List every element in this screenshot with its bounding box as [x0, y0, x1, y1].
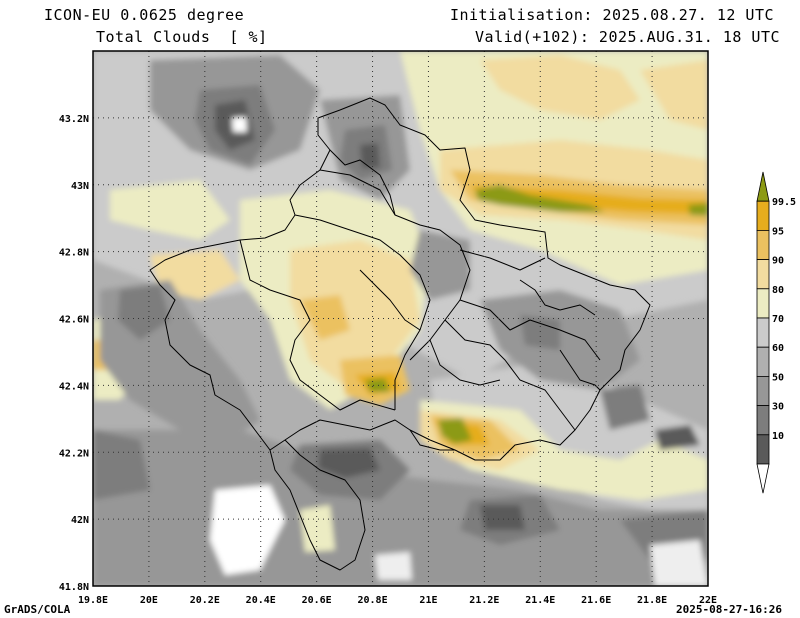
border-line [319, 169, 471, 361]
colorbar-segment [756, 375, 770, 406]
colorbar-segment [756, 288, 770, 319]
lon-tick-label: 22E [699, 595, 717, 606]
valid-time-text: Valid(+102): 2025.AUG.31. 18 UTC [475, 28, 780, 46]
grads-credit: GrADS/COLA [4, 603, 71, 616]
colorbar-segment [756, 317, 770, 348]
border-line [409, 429, 455, 451]
border-line [329, 149, 396, 216]
colorbar-label: 95 [772, 226, 784, 237]
colorbar-label: 80 [772, 285, 784, 296]
border-lines [149, 97, 651, 571]
colorbar-segment [756, 229, 770, 260]
border-line [239, 239, 396, 411]
border-line [294, 214, 431, 410]
lat-tick-label: 42.8N [59, 248, 89, 259]
lon-tick-label: 20.2E [190, 595, 220, 606]
colorbar-segment [756, 200, 770, 231]
border-line [429, 339, 501, 386]
lon-tick-label: 21.2E [469, 595, 499, 606]
plot-frame [92, 50, 709, 587]
lon-tick-label: 21.6E [581, 595, 611, 606]
colorbar-segment [756, 259, 770, 290]
colorbar-label: 60 [772, 343, 784, 354]
render-timestamp: 2025-08-27-16:26 [676, 603, 782, 616]
lat-tick-label: 41.8N [59, 582, 89, 593]
lon-tick-label: 21.4E [525, 595, 555, 606]
colorbar-label: 90 [772, 256, 784, 267]
colorbar-label: 99.5 [772, 197, 796, 208]
lon-tick-label: 20.8E [357, 595, 387, 606]
field-title: Total Clouds [ %] [96, 28, 268, 46]
border-line [359, 269, 421, 331]
colorbar-label: 10 [772, 431, 784, 442]
lat-lon-grid [93, 51, 708, 586]
latitude-labels: 43.2N 43N 42.8N 42.6N 42.4N 42.2N 42N 41.8N [59, 114, 89, 593]
border-line [444, 319, 576, 431]
model-title: ICON-EU 0.0625 degree [44, 6, 245, 24]
lon-tick-label: 20.4E [246, 595, 276, 606]
colorbar-segment [756, 434, 770, 465]
cloud-field [93, 51, 708, 586]
lon-tick-label: 20E [140, 595, 158, 606]
lat-tick-label: 42.4N [59, 381, 89, 392]
outer-border [149, 97, 651, 461]
longitude-labels: 19.8E 20E 20.2E 20.4E 20.6E 20.8E 21E 21.2E 21.4… [78, 595, 717, 606]
border-line [519, 279, 596, 316]
lat-tick-label: 42N [71, 515, 89, 526]
border-line [269, 439, 366, 571]
lon-tick-label: 20.6E [302, 595, 332, 606]
lat-tick-label: 42.6N [59, 315, 89, 326]
colorbar-label: 70 [772, 314, 784, 325]
colorbar: 99.5 95 90 80 70 60 50 30 10 [756, 171, 796, 494]
colorbar-label: 50 [772, 372, 784, 383]
border-line [459, 299, 601, 361]
lat-tick-label: 43.2N [59, 114, 89, 125]
colorbar-label: 30 [772, 402, 784, 413]
lon-tick-label: 21.8E [637, 595, 667, 606]
colorbar-segment [756, 346, 770, 377]
lat-tick-label: 43N [71, 181, 89, 192]
colorbar-segment [756, 405, 770, 436]
lon-tick-label: 19.8E [78, 595, 108, 606]
initialisation-text: Initialisation: 2025.08.27. 12 UTC [449, 6, 774, 24]
lon-tick-label: 21E [419, 595, 437, 606]
border-line [459, 249, 546, 271]
colorbar-top-arrow [756, 171, 770, 202]
lat-tick-label: 42.2N [59, 448, 89, 459]
colorbar-bottom-arrow [756, 463, 770, 494]
